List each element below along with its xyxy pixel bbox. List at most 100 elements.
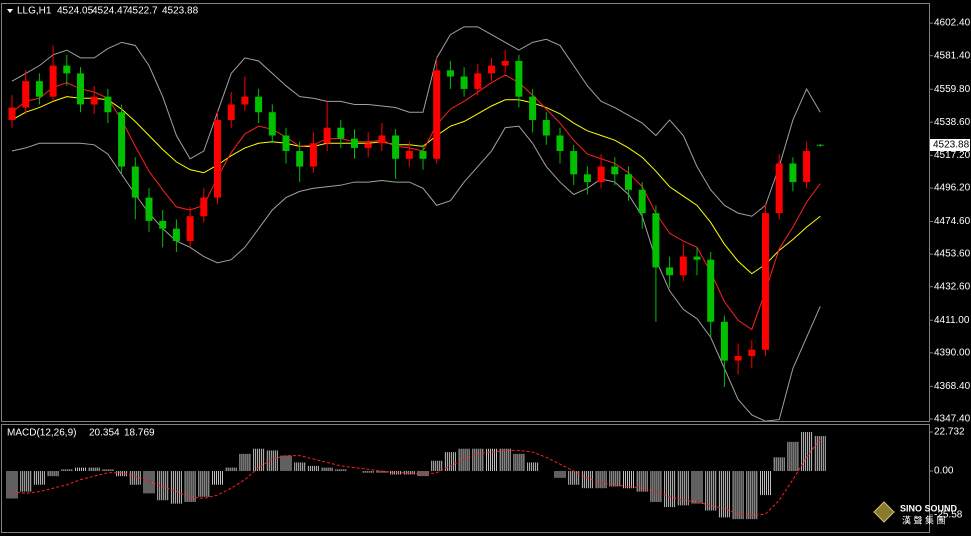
candle-body [392, 135, 400, 159]
candle-body [816, 144, 824, 146]
high-value: 4524.47 [92, 6, 129, 17]
candle-body [268, 112, 276, 136]
candle-body [501, 60, 509, 66]
y-tick-label: 4496.20 [934, 183, 971, 194]
candle-body [77, 73, 84, 105]
header: LLG,H1 4524.05 4524.47 4522.7 4523.88 MA… [7, 6, 199, 439]
candle-body [90, 96, 98, 105]
candle-body [679, 256, 687, 276]
candle-body [446, 70, 454, 77]
watermark-text: SINO SOUND [900, 503, 958, 513]
candle-body [282, 135, 290, 152]
y-tick-label: 4581.40 [934, 50, 971, 61]
menu-arrow[interactable] [7, 9, 13, 13]
candle-body [131, 166, 139, 198]
candle-body [241, 96, 249, 105]
y-tick-label: 4474.60 [934, 216, 971, 227]
candle-body [172, 228, 180, 242]
logo [873, 501, 895, 523]
candle-body [693, 256, 701, 260]
candle-body [405, 151, 413, 159]
watermark-subtext: 漢 聲 集 團 [902, 514, 946, 525]
candle-body [8, 107, 16, 120]
macd-value: 20.354 [89, 428, 120, 439]
candle-body [556, 135, 564, 152]
candle-body [707, 259, 715, 322]
candle-body [488, 65, 495, 74]
candle-body [720, 321, 728, 361]
candle-body [789, 163, 797, 183]
candle-body [200, 197, 208, 217]
candle-body [652, 213, 660, 268]
symbol: LLG,H1 [17, 6, 52, 17]
y-tick-label: 4602.40 [934, 18, 971, 29]
macd-pane [6, 431, 826, 520]
watermark: SINO SOUND 漢 聲 集 團 [873, 501, 958, 525]
y-tick-label: 4517.20 [934, 150, 971, 161]
candle-body [323, 127, 331, 144]
candle-body [378, 135, 386, 144]
price-pane [8, 26, 824, 421]
candle-body [762, 213, 769, 350]
candle-body [104, 96, 112, 113]
price-tag [930, 138, 970, 151]
candle-body [803, 151, 811, 183]
y-tick-label: 0.00 [934, 466, 954, 477]
y-tick-label: 4432.60 [934, 281, 971, 292]
candle-body [542, 119, 550, 136]
candle-body [433, 70, 441, 159]
candle-body [214, 119, 221, 198]
candle-body [337, 127, 345, 139]
candle-body [419, 151, 427, 159]
candle-body [583, 174, 591, 183]
y-tick-label: 4347.40 [934, 414, 971, 425]
macd-frame [1, 424, 930, 533]
candle-body [309, 143, 317, 167]
y-tick-label: 4411.00 [934, 315, 970, 326]
y-tick-label: 4368.40 [934, 381, 971, 392]
macd-title: MACD(12,26,9) [7, 428, 76, 439]
candle-body [775, 163, 783, 214]
indicator-line [11, 26, 821, 217]
main-frame [1, 3, 930, 422]
candle-body [145, 197, 153, 221]
y-tick-label: 4390.00 [934, 347, 971, 358]
y-tick-label: 22.732 [934, 427, 965, 438]
candle-body [611, 166, 619, 175]
indicator-line [11, 74, 821, 331]
signal-line [11, 438, 821, 517]
candle-body [159, 220, 167, 229]
candle-body [63, 65, 71, 74]
y-tick-label: -25.58 [934, 510, 963, 521]
price-tag-label: 4523.88 [933, 140, 970, 151]
candle-body [364, 143, 372, 148]
y-tick-label: 4538.60 [934, 117, 971, 128]
indicator-line [11, 96, 821, 275]
axes: 4602.40 4581.40 4559.80 4538.60 4517.20 4496.… [930, 18, 971, 521]
candle-body [625, 174, 632, 190]
candle-body [255, 96, 263, 113]
candle-body [227, 104, 235, 120]
candle-body [748, 349, 756, 356]
candle-body [351, 138, 358, 148]
y-tick-label: 4559.80 [934, 84, 971, 95]
candle-body [22, 81, 30, 108]
candle-body [296, 151, 304, 167]
low-value: 4522.7 [127, 6, 158, 17]
y-tick-label: 4453.60 [934, 249, 971, 260]
candle-body [35, 81, 43, 97]
candle-body [638, 189, 646, 214]
candle-body [474, 73, 482, 89]
candle-body [570, 151, 578, 175]
candle-body [666, 267, 674, 276]
candle-body [515, 60, 523, 97]
candle-body [529, 96, 537, 120]
signal-value: 18.769 [124, 428, 155, 439]
candle-body [734, 355, 742, 361]
candle-body [597, 166, 605, 183]
open-value: 4524.05 [57, 6, 94, 17]
candle-body [49, 65, 57, 97]
candle-body [186, 216, 194, 242]
close-value: 4523.88 [162, 6, 199, 17]
